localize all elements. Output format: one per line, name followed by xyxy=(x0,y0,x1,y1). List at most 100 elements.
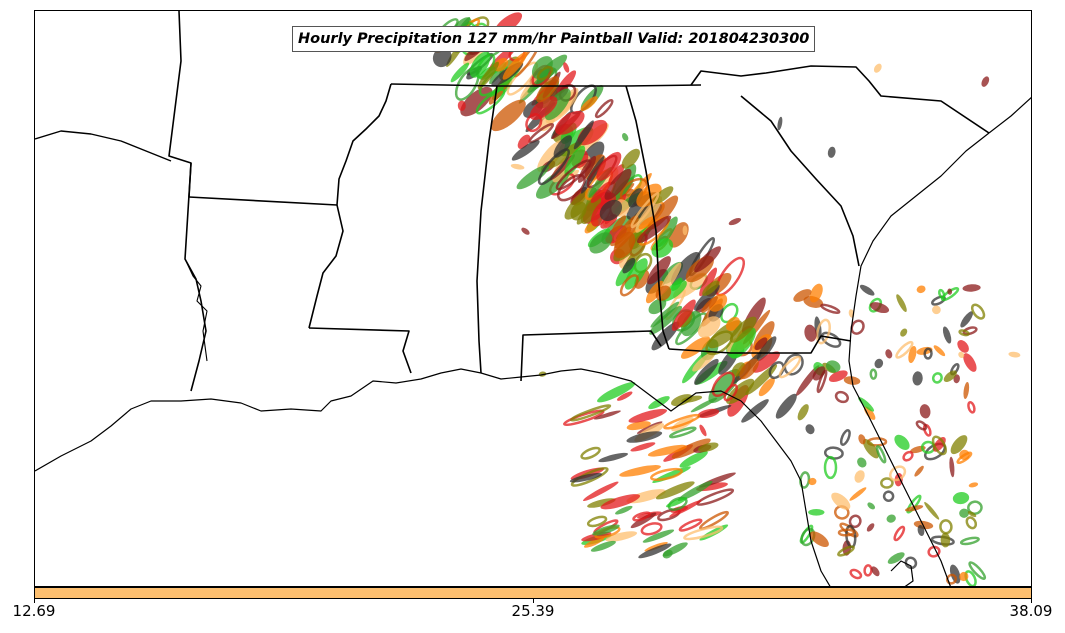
paintball-blob xyxy=(638,543,672,559)
paintball-blob xyxy=(698,442,719,452)
southeast-coast xyxy=(988,97,1031,134)
paintball-blob xyxy=(927,545,941,558)
paintball-blob xyxy=(858,397,875,412)
colorbar-tick-right xyxy=(1031,599,1032,603)
paintball-blob xyxy=(702,280,720,296)
paintball-blob xyxy=(919,404,931,419)
paintball-blob xyxy=(834,390,849,404)
paintball-blob xyxy=(863,564,873,577)
paintball-blob xyxy=(959,536,980,546)
paintball-blob xyxy=(959,508,969,518)
precipitation-paintballs xyxy=(432,12,1021,586)
paintball-blob xyxy=(511,140,540,161)
paintball-blob xyxy=(598,452,629,463)
paintball-blob xyxy=(596,151,622,181)
paintball-blob xyxy=(608,164,625,186)
paintball-blob xyxy=(580,195,602,225)
paintball-blob xyxy=(729,316,757,343)
paintball-blob xyxy=(570,201,587,221)
paintball-blob xyxy=(967,511,977,518)
paintball-blob xyxy=(793,289,812,302)
paintball-blob xyxy=(808,509,825,516)
paintball-blob xyxy=(752,351,780,373)
mississippi-river xyxy=(308,83,392,329)
paintball-blob xyxy=(828,370,848,383)
paintball-blob xyxy=(680,336,711,359)
paintball-blob xyxy=(867,502,875,510)
paintball-blob xyxy=(1008,351,1021,358)
map-title: Hourly Precipitation 127 mm/hr Paintball… xyxy=(292,26,816,52)
tn-ky-border xyxy=(35,130,172,162)
paintball-blob xyxy=(887,552,905,564)
paintball-blob xyxy=(850,319,865,335)
paintball-blob xyxy=(967,401,976,414)
colorbar-label-mid: 25.39 xyxy=(511,602,555,620)
paintball-blob xyxy=(940,532,951,548)
paintball-blob xyxy=(626,431,663,443)
paintball-blob xyxy=(893,525,906,542)
paintball-blob xyxy=(886,514,896,523)
paintball-blob xyxy=(678,518,703,532)
paintball-blob xyxy=(952,492,970,505)
paintball-blob xyxy=(619,465,661,477)
paintball-blob xyxy=(914,465,924,477)
paintball-blob xyxy=(699,267,718,297)
paintball-blob xyxy=(450,62,470,83)
paintball-blob xyxy=(647,444,687,457)
paintball-blob xyxy=(677,480,713,502)
paintball-blob xyxy=(923,347,933,360)
paintball-blob xyxy=(778,355,802,379)
paintball-blob xyxy=(521,227,530,235)
paintball-blob xyxy=(816,369,828,394)
paintball-blob xyxy=(615,505,633,515)
paintball-blob xyxy=(649,305,683,335)
paintball-blob xyxy=(963,353,977,372)
paintball-blob xyxy=(808,477,817,486)
paintball-blob xyxy=(622,257,636,274)
paintball-blob xyxy=(653,186,674,204)
paintball-blob xyxy=(640,522,663,536)
paintball-blob xyxy=(875,444,887,464)
paintball-blob xyxy=(592,524,620,536)
alabama-florida-border xyxy=(520,330,662,382)
paintball-blob xyxy=(590,540,616,552)
paintball-blob xyxy=(949,564,961,584)
paintball-blob xyxy=(869,302,890,314)
mississippi-alabama-border xyxy=(476,85,498,374)
paintball-blob xyxy=(968,561,987,580)
paintball-blob xyxy=(882,490,895,502)
paintball-blob xyxy=(690,397,718,413)
paintball-blob xyxy=(605,531,638,542)
paintball-blob xyxy=(904,556,918,570)
paintball-blob xyxy=(587,498,616,508)
paintball-blob xyxy=(569,472,603,483)
colorbar-label-min: 12.69 xyxy=(12,602,56,620)
paintball-blob xyxy=(589,232,613,254)
paintball-blob xyxy=(895,340,914,359)
paintball-blob xyxy=(827,146,836,158)
paintball-blob xyxy=(636,183,662,208)
paintball-blob xyxy=(797,404,809,421)
paintball-blob xyxy=(958,329,970,337)
paintball-blob xyxy=(728,218,742,226)
paintball-blob xyxy=(962,326,978,336)
paintball-blob xyxy=(569,404,612,422)
paintball-blob xyxy=(777,116,783,131)
paintball-blob xyxy=(671,299,696,331)
map-canvas xyxy=(35,11,1031,586)
atlantic-coast xyxy=(848,132,990,586)
east-texas-river xyxy=(184,258,208,362)
paintball-blob xyxy=(866,523,875,532)
paintball-blob xyxy=(536,76,560,103)
paintball-blob xyxy=(711,371,735,398)
paintball-blob xyxy=(671,277,683,291)
paintball-blob xyxy=(619,274,639,297)
paintball-blob xyxy=(681,395,703,403)
paintball-blob xyxy=(885,349,893,359)
paintball-blob xyxy=(628,188,644,208)
paintball-blob xyxy=(563,62,570,73)
paintball-blob xyxy=(849,487,867,501)
paintball-blob xyxy=(917,524,925,537)
paintball-blob xyxy=(432,47,452,68)
paintball-blob xyxy=(942,326,952,344)
